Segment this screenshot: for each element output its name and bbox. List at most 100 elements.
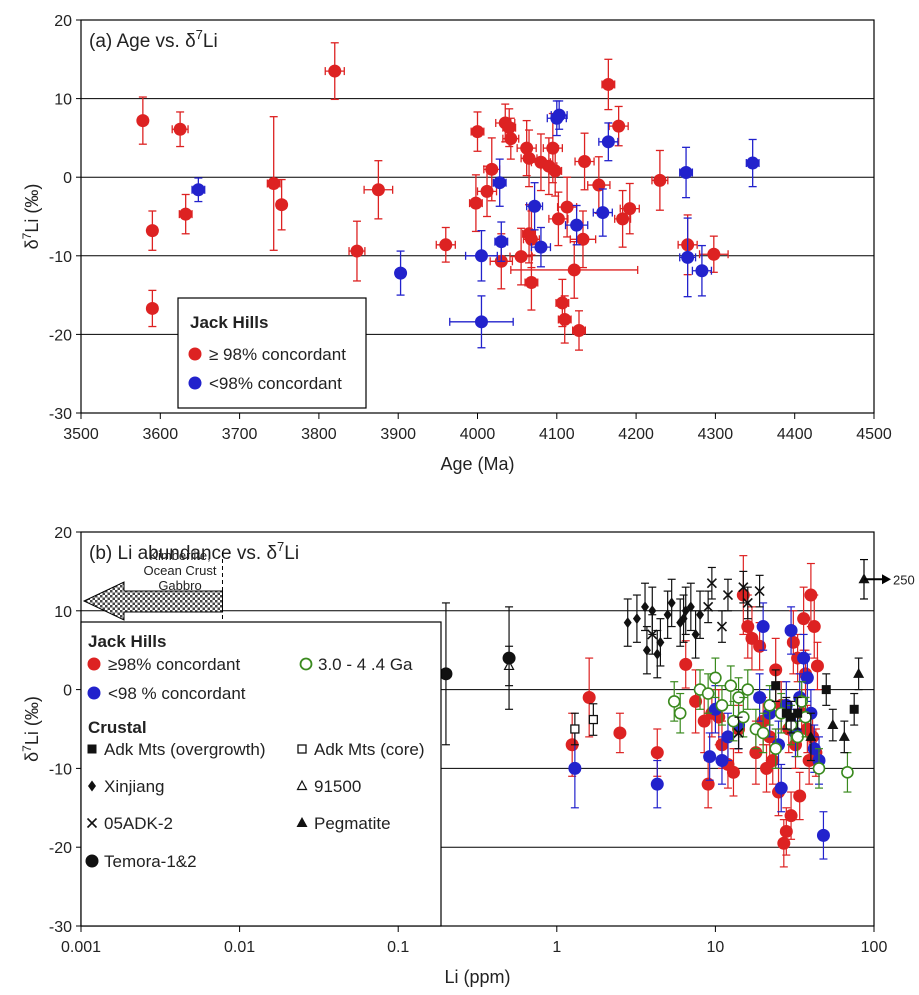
data-point <box>727 700 740 742</box>
data-marker <box>485 162 499 176</box>
annotation-text: Kimberlite, <box>149 548 210 563</box>
y-tick-label: 20 <box>54 13 72 30</box>
data-point <box>651 149 669 211</box>
y-tick-label: 20 <box>54 525 72 542</box>
data-marker <box>524 276 538 290</box>
data-marker <box>601 77 615 91</box>
cross-stroke <box>742 597 753 608</box>
data-point <box>679 146 694 199</box>
data-marker <box>715 699 729 712</box>
data-marker <box>738 582 749 593</box>
data-marker <box>596 206 610 220</box>
text-part: δ <box>22 239 42 249</box>
data-point <box>468 174 483 233</box>
data-point <box>805 712 817 762</box>
data-marker <box>753 639 767 653</box>
text-part: (b) Li abundance vs. δ <box>89 543 277 564</box>
data-marker <box>673 706 687 720</box>
data-point <box>588 703 598 736</box>
data-marker <box>650 777 664 791</box>
data-point <box>689 669 703 734</box>
data-point <box>754 574 765 608</box>
y-tick-label: 0 <box>63 170 72 187</box>
cross-stroke <box>647 629 658 640</box>
data-marker <box>716 621 728 632</box>
cross-stroke <box>754 586 765 597</box>
data-marker <box>701 687 715 700</box>
data-point <box>799 696 812 738</box>
y-axis-label: δ7Li (‰) <box>20 184 42 250</box>
text-part: 7 <box>20 745 34 752</box>
data-marker <box>601 135 615 149</box>
chart-title: (b) Li abundance vs. δ7Li <box>89 539 299 564</box>
data-point <box>745 138 760 188</box>
data-marker <box>797 612 811 626</box>
legend-label: 05ADK-2 <box>104 814 173 833</box>
x-tick-label: 3700 <box>222 426 258 443</box>
data-point <box>793 696 803 730</box>
data-point <box>807 594 821 659</box>
data-marker <box>588 714 598 725</box>
legend-marker <box>296 817 308 827</box>
data-marker <box>810 659 824 673</box>
data-marker <box>827 719 839 730</box>
legend-label: <98 % concordant <box>108 684 246 703</box>
data-marker <box>136 114 150 128</box>
data-point <box>394 250 408 296</box>
y-tick-label: -10 <box>49 761 72 778</box>
legend-label: 91500 <box>314 777 361 796</box>
data-marker <box>771 681 781 691</box>
data-point <box>821 673 831 706</box>
data-marker <box>616 212 630 226</box>
cross-stroke <box>703 601 714 612</box>
data-point <box>502 117 520 160</box>
data-point <box>742 586 753 620</box>
data-point <box>191 177 206 203</box>
data-point <box>570 712 580 746</box>
data-marker <box>701 777 715 791</box>
data-marker <box>756 726 770 740</box>
x-tick-label: 3500 <box>63 426 99 443</box>
data-marker <box>471 125 484 139</box>
text-part: Li <box>284 543 299 564</box>
legend-box <box>80 621 442 927</box>
data-marker <box>572 323 586 337</box>
x-tick-label: 4500 <box>856 426 892 443</box>
data-point <box>632 594 641 643</box>
data-marker <box>715 754 729 768</box>
x-tick-label: 4000 <box>460 426 496 443</box>
data-marker <box>769 742 783 756</box>
data-marker <box>746 156 760 170</box>
data-point <box>623 598 632 647</box>
data-marker <box>696 609 705 621</box>
series-pegmatite <box>805 657 865 762</box>
data-marker <box>267 176 281 190</box>
data-point <box>715 685 729 726</box>
data-marker <box>679 165 693 179</box>
data-marker <box>551 212 565 226</box>
legend-label: ≥ 98% concordant <box>209 345 346 364</box>
series-3-0-4-4-ga <box>667 657 854 793</box>
data-marker <box>145 301 159 315</box>
data-marker <box>841 766 854 779</box>
legend-marker <box>87 657 101 671</box>
data-marker <box>514 250 528 264</box>
data-marker <box>371 183 385 197</box>
x-tick-label: 4300 <box>698 426 734 443</box>
data-marker <box>749 746 763 760</box>
data-point <box>681 586 690 636</box>
data-marker <box>642 644 651 656</box>
data-point <box>741 669 755 710</box>
data-point <box>709 657 722 699</box>
data-point <box>726 748 740 797</box>
data-point <box>598 122 619 162</box>
data-point <box>756 602 770 651</box>
data-point <box>266 116 281 251</box>
data-point <box>145 289 159 328</box>
left-arrow-shape <box>82 581 223 621</box>
cross-stroke <box>722 589 734 601</box>
x-tick-label: 4100 <box>539 426 575 443</box>
data-point <box>642 625 651 675</box>
data-marker <box>800 671 814 685</box>
